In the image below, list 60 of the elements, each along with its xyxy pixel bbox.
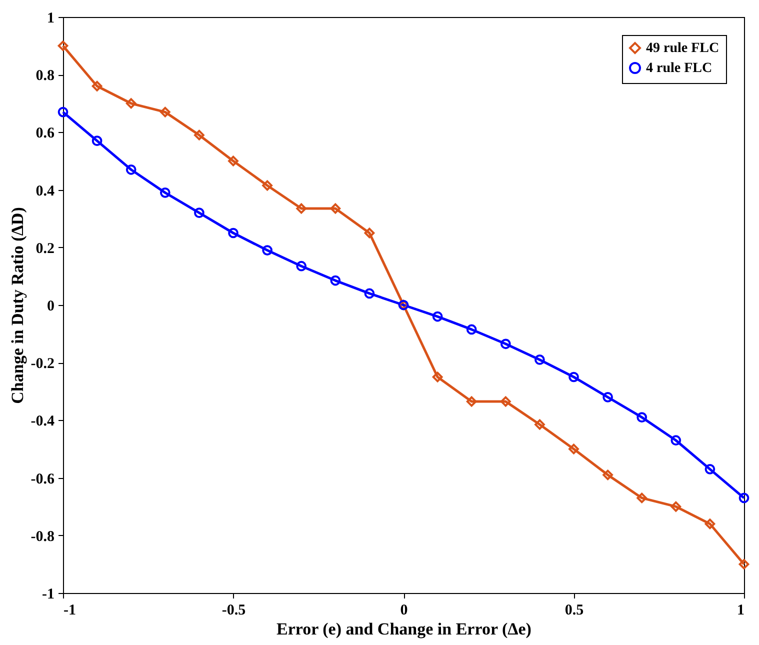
point xyxy=(330,203,341,214)
point xyxy=(534,354,545,365)
y-tick-label: -0.8 xyxy=(30,528,54,545)
point xyxy=(636,492,648,504)
point xyxy=(262,180,272,191)
point xyxy=(466,324,477,335)
point xyxy=(262,245,272,256)
point xyxy=(126,164,136,175)
point xyxy=(228,228,238,238)
y-tick-label: -0.4 xyxy=(30,414,55,430)
y-tick-label: 0.4 xyxy=(36,183,55,200)
point xyxy=(704,518,716,530)
x-tick-label: 0.5 xyxy=(564,602,584,618)
point xyxy=(194,208,204,218)
point xyxy=(296,260,307,272)
legend-label: 4 rule FLC xyxy=(646,61,712,76)
y-tick-label: -1 xyxy=(42,586,54,602)
y-tick-label: 0 xyxy=(47,298,54,314)
point xyxy=(58,40,68,51)
point xyxy=(636,412,648,422)
point xyxy=(704,464,716,474)
point xyxy=(738,559,750,570)
point xyxy=(602,392,613,402)
point xyxy=(432,372,443,382)
y-tick-label: 1 xyxy=(47,10,54,26)
point xyxy=(330,275,341,286)
point xyxy=(92,136,102,146)
point xyxy=(194,130,204,140)
y-tick-label: 0.6 xyxy=(36,126,55,142)
point xyxy=(160,188,170,198)
x-tick-label: -0.5 xyxy=(222,602,246,618)
point xyxy=(228,156,238,166)
point xyxy=(364,288,375,299)
point xyxy=(92,80,102,92)
point xyxy=(466,396,477,407)
point xyxy=(670,435,682,446)
y-tick-label: -0.6 xyxy=(30,471,55,488)
x-axis-title: Error (e) and Change in Error (Δe) xyxy=(276,620,532,638)
point xyxy=(568,444,579,454)
point xyxy=(534,419,545,430)
point xyxy=(432,311,443,322)
x-tick-label: 1 xyxy=(737,602,744,618)
y-tick-label: 0.2 xyxy=(36,240,54,257)
y-axis-title: Change in Duty Ratio (ΔD) xyxy=(8,207,27,404)
x-tick-label: 0 xyxy=(400,602,408,618)
point xyxy=(568,372,579,382)
point xyxy=(500,338,511,350)
y-tick-label: 0.8 xyxy=(36,68,54,84)
point xyxy=(602,470,613,480)
x-tick-label: -1 xyxy=(64,602,76,618)
point xyxy=(364,228,375,238)
legend-label: 49 rule FLC xyxy=(646,41,720,56)
point xyxy=(670,501,682,512)
point xyxy=(160,106,170,118)
y-tick-label: -0.2 xyxy=(30,356,54,372)
point xyxy=(58,106,68,118)
point xyxy=(126,98,136,109)
point xyxy=(296,203,307,214)
point xyxy=(738,492,750,504)
point xyxy=(500,396,511,407)
